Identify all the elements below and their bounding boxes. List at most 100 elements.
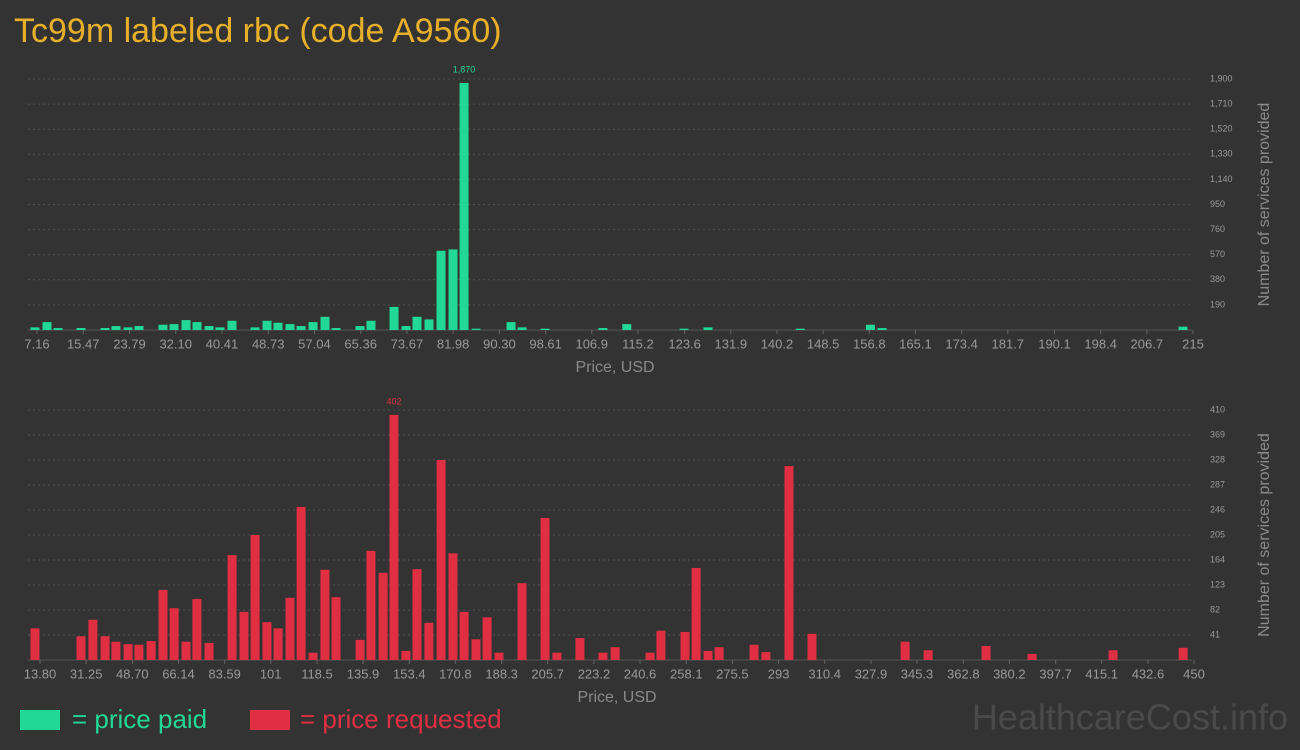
bar <box>123 644 133 660</box>
x-tick-label: 32.10 <box>159 336 192 351</box>
x-tick-label: 90.30 <box>483 336 516 351</box>
x-tick-label: 198.4 <box>1084 336 1117 351</box>
bar <box>378 572 388 660</box>
x-tick-label: 327.9 <box>855 666 888 681</box>
x-tick-label: 73.67 <box>391 336 424 351</box>
bar <box>111 326 121 330</box>
bar <box>645 652 655 660</box>
x-tick-label: 48.73 <box>252 336 285 351</box>
bar <box>1178 326 1188 330</box>
x-tick-label: 190.1 <box>1038 336 1071 351</box>
bar <box>656 630 666 660</box>
bar <box>703 327 713 330</box>
bar <box>169 324 179 330</box>
x-tick-label: 450 <box>1183 666 1205 681</box>
y-tick-label: 205 <box>1210 529 1225 539</box>
x-tick-label: 98.61 <box>529 336 562 351</box>
x-tick-label: 15.47 <box>67 336 100 351</box>
chart-title: Tc99m labeled rbc (code A9560) <box>14 12 502 50</box>
y-tick-label: 246 <box>1210 504 1225 514</box>
bar <box>30 327 40 330</box>
x-tick-label: 118.5 <box>301 666 333 681</box>
x-tick-label: 7.16 <box>24 336 49 351</box>
bar <box>691 567 701 660</box>
bar <box>540 517 550 660</box>
bar <box>308 322 318 330</box>
bar <box>285 324 295 330</box>
bar <box>30 628 40 660</box>
x-tick-label: 345.3 <box>901 666 934 681</box>
bar <box>181 320 191 330</box>
bar <box>192 322 202 330</box>
x-tick-label: 432.6 <box>1132 666 1165 681</box>
bar <box>76 328 86 330</box>
bar <box>146 641 156 660</box>
watermark: HealthcareCost.info <box>972 697 1288 738</box>
legend-label: = price requested <box>300 704 502 734</box>
x-tick-label: 65.36 <box>344 336 377 351</box>
bar <box>448 553 458 660</box>
x-tick-label: 83.59 <box>208 666 241 681</box>
x-tick-label: 57.04 <box>298 336 331 351</box>
bar <box>981 645 991 660</box>
x-tick-label: 362.8 <box>947 666 980 681</box>
bar <box>471 639 481 660</box>
x-tick-label: 131.9 <box>715 336 748 351</box>
y-tick-label: 287 <box>1210 479 1225 489</box>
y-tick-label: 570 <box>1210 249 1225 259</box>
bar <box>540 328 550 330</box>
bar <box>749 644 759 660</box>
bar <box>401 326 411 330</box>
bar <box>192 599 202 660</box>
bar <box>100 328 110 330</box>
bar <box>285 597 295 660</box>
y-tick-label: 380 <box>1210 274 1225 284</box>
bar <box>76 636 86 660</box>
bar <box>1027 653 1037 660</box>
y-tick-label: 760 <box>1210 224 1225 234</box>
y-tick-label: 190 <box>1210 299 1225 309</box>
bar <box>204 326 214 330</box>
x-tick-label: 106.9 <box>575 336 608 351</box>
bar <box>111 641 121 660</box>
legend-label: = price paid <box>72 704 207 734</box>
bar <box>42 322 52 330</box>
value-label: 402 <box>386 396 401 406</box>
bar <box>552 652 562 660</box>
x-tick-label: 215 <box>1182 336 1204 351</box>
bar <box>680 631 690 660</box>
bar <box>865 324 875 330</box>
x-tick-label: 148.5 <box>807 336 840 351</box>
y-tick-label: 164 <box>1210 554 1225 564</box>
y-tick-label: 410 <box>1210 404 1225 414</box>
y-tick-label: 1,900 <box>1210 73 1233 83</box>
x-tick-label: 81.98 <box>437 336 470 351</box>
bar <box>900 641 910 660</box>
x-tick-label: 205.7 <box>531 666 564 681</box>
bar <box>262 320 272 330</box>
bar <box>88 619 98 660</box>
bar <box>308 652 318 660</box>
x-axis-title: Price, USD <box>577 689 656 706</box>
x-tick-label: 66.14 <box>162 666 195 681</box>
x-tick-label: 101 <box>260 666 282 681</box>
bar <box>517 327 527 330</box>
bar <box>389 414 399 660</box>
bar <box>459 82 469 330</box>
y-axis-title: Number of services provided <box>1256 433 1273 637</box>
bar <box>703 650 713 660</box>
bar <box>622 324 632 330</box>
y-tick-label: 1,520 <box>1210 124 1233 134</box>
y-tick-label: 1,330 <box>1210 149 1233 159</box>
x-tick-label: 380.2 <box>993 666 1026 681</box>
bar <box>424 319 434 330</box>
x-tick-label: 223.2 <box>578 666 611 681</box>
bar <box>204 642 214 660</box>
x-tick-label: 156.8 <box>853 336 886 351</box>
y-axis-title: Number of services provided <box>1256 103 1273 307</box>
bar <box>100 636 110 660</box>
x-tick-label: 293 <box>768 666 790 681</box>
bar <box>679 328 689 330</box>
bar <box>877 328 887 330</box>
